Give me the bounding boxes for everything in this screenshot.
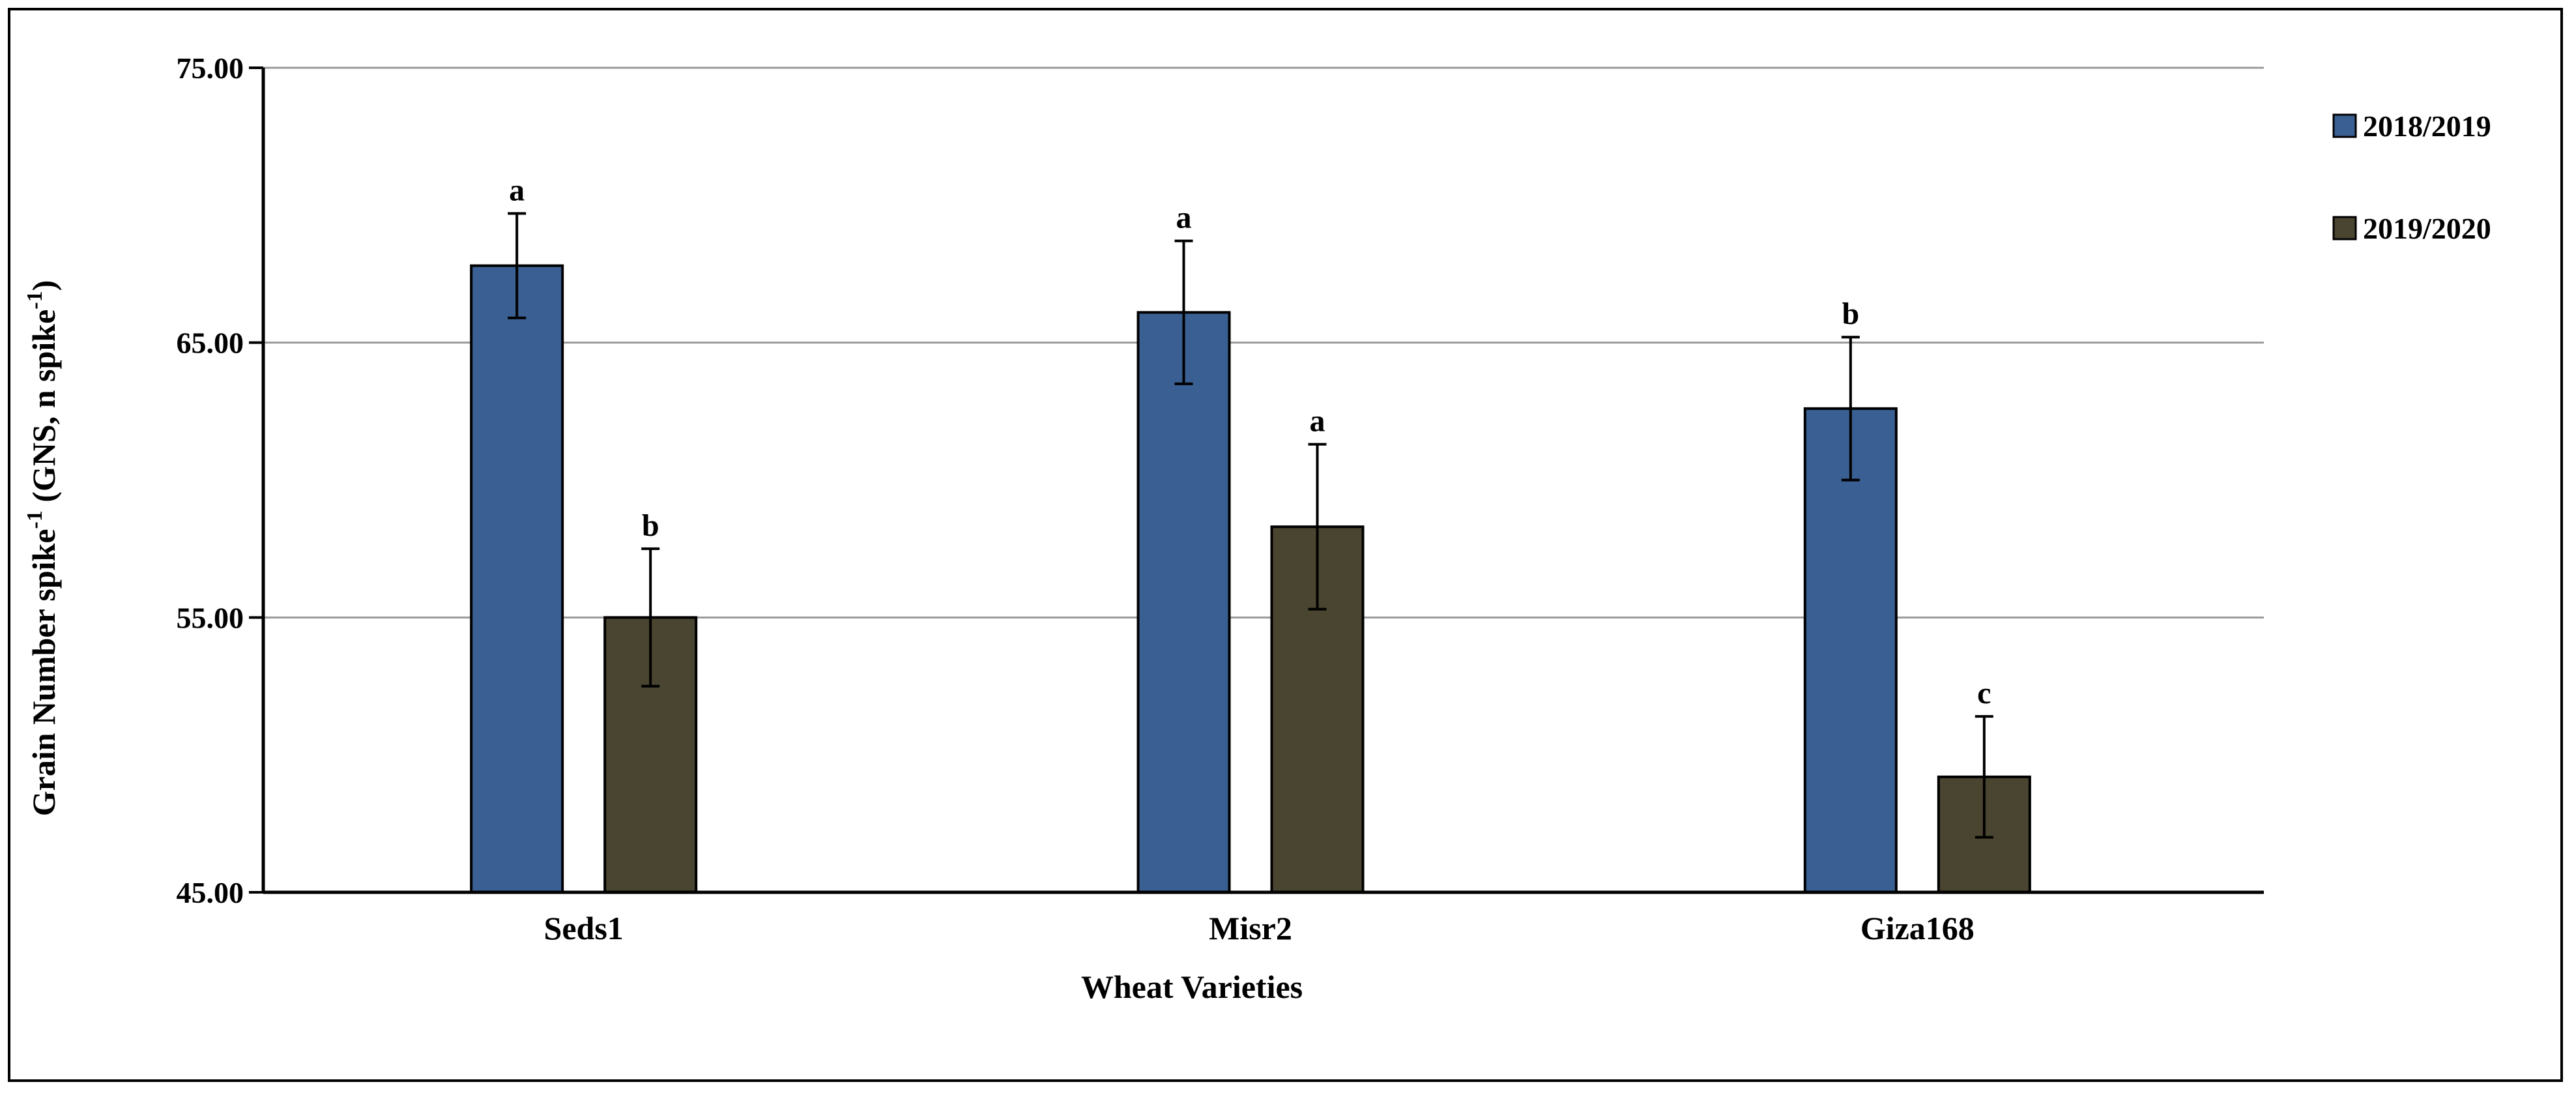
significance-letter: c	[1977, 676, 1991, 710]
x-axis-title: Wheat Varieties	[1081, 969, 1303, 1005]
significance-letters: a b a a b c	[509, 173, 1991, 710]
y-tick-label: 45.00	[177, 876, 244, 909]
legend: 2018/2019 2019/2020	[2332, 110, 2491, 245]
significance-letter: a	[1176, 201, 1192, 235]
x-category-label: Seds1	[544, 910, 624, 946]
axes	[249, 66, 2264, 894]
legend-swatch-2018-2019	[2332, 113, 2357, 138]
y-tick-label: 55.00	[177, 601, 244, 634]
legend-label-2019-2020: 2019/2020	[2363, 212, 2491, 245]
significance-letter: b	[642, 508, 659, 543]
bar	[1803, 407, 1898, 894]
bar	[470, 264, 564, 894]
significance-letter: a	[1310, 404, 1325, 439]
gridlines	[263, 66, 2264, 619]
error-bars	[508, 212, 1993, 839]
x-category-label: Misr2	[1209, 910, 1292, 946]
y-axis-title-main: Grain Number spike	[25, 529, 62, 816]
legend-swatch-2019-2020	[2332, 216, 2357, 241]
significance-letter: a	[509, 173, 525, 207]
bar-chart: a b a a b c 45.00 55.00 65.00 75.00 Seds1 Misr2 Gi…	[23, 51, 2491, 1005]
y-axis-title-sup2: -1	[23, 291, 47, 309]
legend-label-2018-2019: 2018/2019	[2363, 110, 2491, 143]
bars	[470, 264, 2031, 894]
y-tick-label: 65.00	[177, 327, 244, 360]
significance-letter: b	[1842, 297, 1859, 331]
y-axis-title-end: )	[25, 280, 62, 291]
y-tick-label: 75.00	[177, 51, 244, 85]
y-axis-title-mid: (GNS, n spike	[25, 310, 62, 510]
x-category-labels: Seds1 Misr2 Giza168	[544, 910, 1975, 946]
bar	[1136, 311, 1231, 894]
y-axis-title-sup1: -1	[23, 510, 47, 529]
y-tick-labels: 45.00 55.00 65.00 75.00	[177, 51, 244, 909]
x-category-label: Giza168	[1860, 910, 1975, 946]
chart-frame: a b a a b c 45.00 55.00 65.00 75.00 Seds1 Misr2 Gi…	[8, 8, 2563, 1082]
y-axis-title: Grain Number spike-1 (GNS, n spike-1)	[23, 280, 62, 817]
